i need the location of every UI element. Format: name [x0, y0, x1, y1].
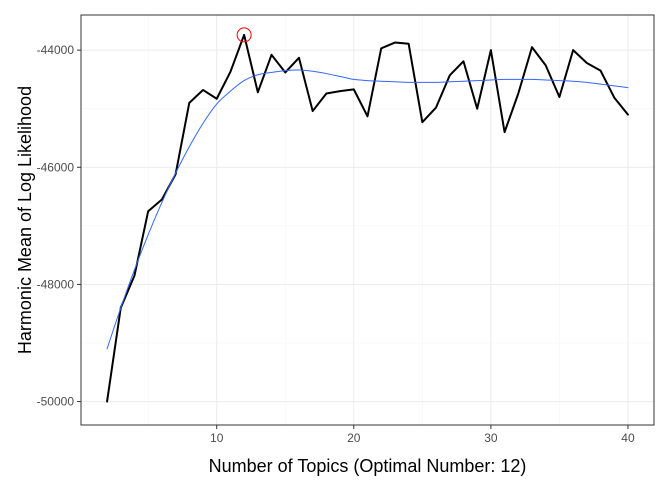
- x-tick-label: 10: [210, 431, 224, 445]
- grid-minor: [81, 15, 654, 425]
- grid-major: [81, 15, 654, 425]
- y-tick-label: -44000: [37, 43, 75, 57]
- x-tick-label: 20: [347, 431, 361, 445]
- x-tick-label: 40: [621, 431, 635, 445]
- x-tick-label: 30: [484, 431, 498, 445]
- panel-border: [80, 14, 655, 426]
- ticks-layer: 10 20 30 40 -50000 -48000 -46000 -44000: [37, 43, 635, 445]
- y-axis-title: Harmonic Mean of Log Likelihood: [15, 86, 35, 354]
- y-tick-label: -50000: [37, 395, 75, 409]
- y-tick-label: -48000: [37, 277, 75, 291]
- optimal-point-marker: [236, 27, 252, 43]
- x-axis-title: Number of Topics (Optimal Number: 12): [209, 456, 527, 476]
- log-likelihood-line: [106, 33, 629, 403]
- annotation-layer: [236, 27, 252, 43]
- smoothed-trend-line: [106, 69, 629, 350]
- y-tick-label: -46000: [37, 160, 75, 174]
- series-layer: [106, 33, 629, 403]
